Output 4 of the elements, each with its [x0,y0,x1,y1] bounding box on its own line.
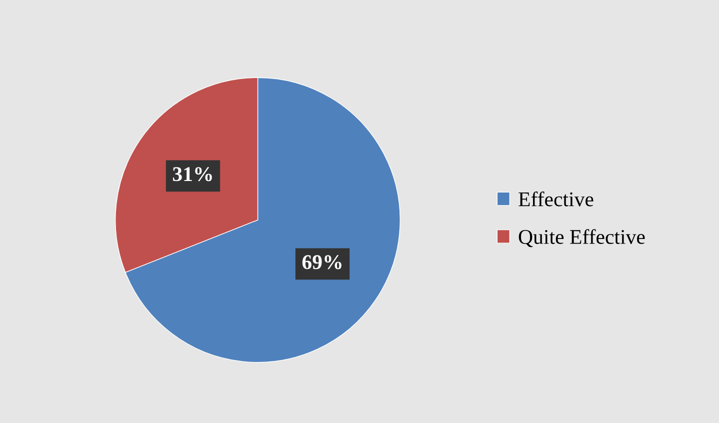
legend-label: Effective [518,191,594,206]
legend-label: Quite Effective [518,229,645,248]
data-label: 69% [302,255,342,270]
data-label: 31% [172,167,212,182]
